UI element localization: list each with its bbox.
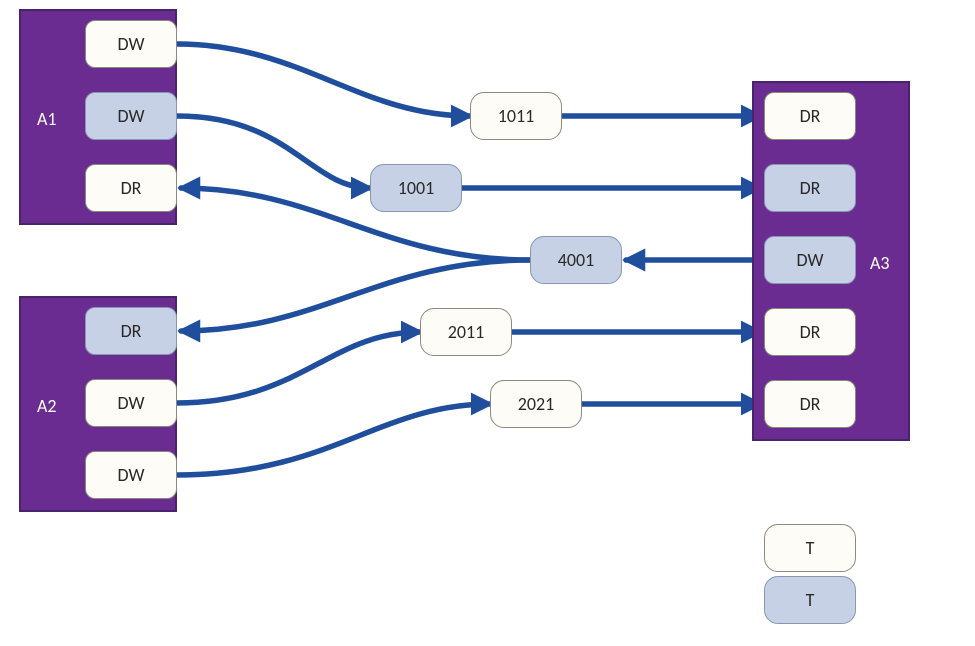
node-label-m2011: 2011 (448, 321, 485, 343)
node-a1_dw2: DW (85, 92, 177, 140)
node-a1_dw1: DW (85, 20, 177, 68)
node-m2011: 2011 (420, 308, 512, 356)
node-label-a1_dw2: DW (118, 105, 145, 127)
node-label-a3_dw: DW (797, 249, 824, 271)
node-label-a2_dw2: DW (118, 464, 145, 486)
node-legend_t1: T (764, 524, 856, 572)
node-label-a2_dw1: DW (118, 392, 145, 414)
group-label-a3: A3 (870, 252, 890, 274)
edge-e_m4001_a1dr (181, 188, 530, 260)
edge-e_a1dw2_m1001 (177, 116, 370, 188)
node-a2_dw1: DW (85, 379, 177, 427)
node-label-a3_dr3: DR (800, 321, 821, 343)
node-label-m2021: 2021 (518, 393, 555, 415)
node-a3_dr2: DR (764, 164, 856, 212)
node-label-a2_dr: DR (121, 320, 142, 342)
node-m2021: 2021 (490, 380, 582, 428)
diagram-stage: A1 A2 A3 DW DW DR DR DW DW DR DR DW DR DR 1011 1001 4001… (0, 0, 975, 646)
node-a2_dw2: DW (85, 451, 177, 499)
node-a1_dr: DR (85, 164, 177, 212)
group-label-a2: A2 (37, 395, 57, 417)
node-label-legend_t1: T (806, 537, 815, 559)
group-label-a1: A1 (37, 108, 57, 130)
node-label-m1001: 1001 (398, 177, 435, 199)
edge-e_a1dw1_m1011 (177, 44, 470, 116)
node-a2_dr: DR (85, 307, 177, 355)
node-label-a1_dw1: DW (118, 33, 145, 55)
node-label-a3_dr4: DR (800, 393, 821, 415)
node-label-m1011: 1011 (498, 105, 535, 127)
node-a3_dr4: DR (764, 380, 856, 428)
node-label-a3_dr1: DR (800, 105, 821, 127)
node-label-m4001: 4001 (558, 249, 595, 271)
node-a3_dr1: DR (764, 92, 856, 140)
node-m1001: 1001 (370, 164, 462, 212)
node-a3_dr3: DR (764, 308, 856, 356)
node-label-a1_dr: DR (121, 177, 142, 199)
node-label-legend_t2: T (806, 589, 815, 611)
node-m1011: 1011 (470, 92, 562, 140)
node-a3_dw: DW (764, 236, 856, 284)
node-legend_t2: T (764, 576, 856, 624)
node-m4001: 4001 (530, 236, 622, 284)
edge-e_a2dw1_m2011 (177, 332, 420, 403)
edge-e_a2dw2_m2021 (177, 404, 490, 475)
node-label-a3_dr2: DR (800, 177, 821, 199)
